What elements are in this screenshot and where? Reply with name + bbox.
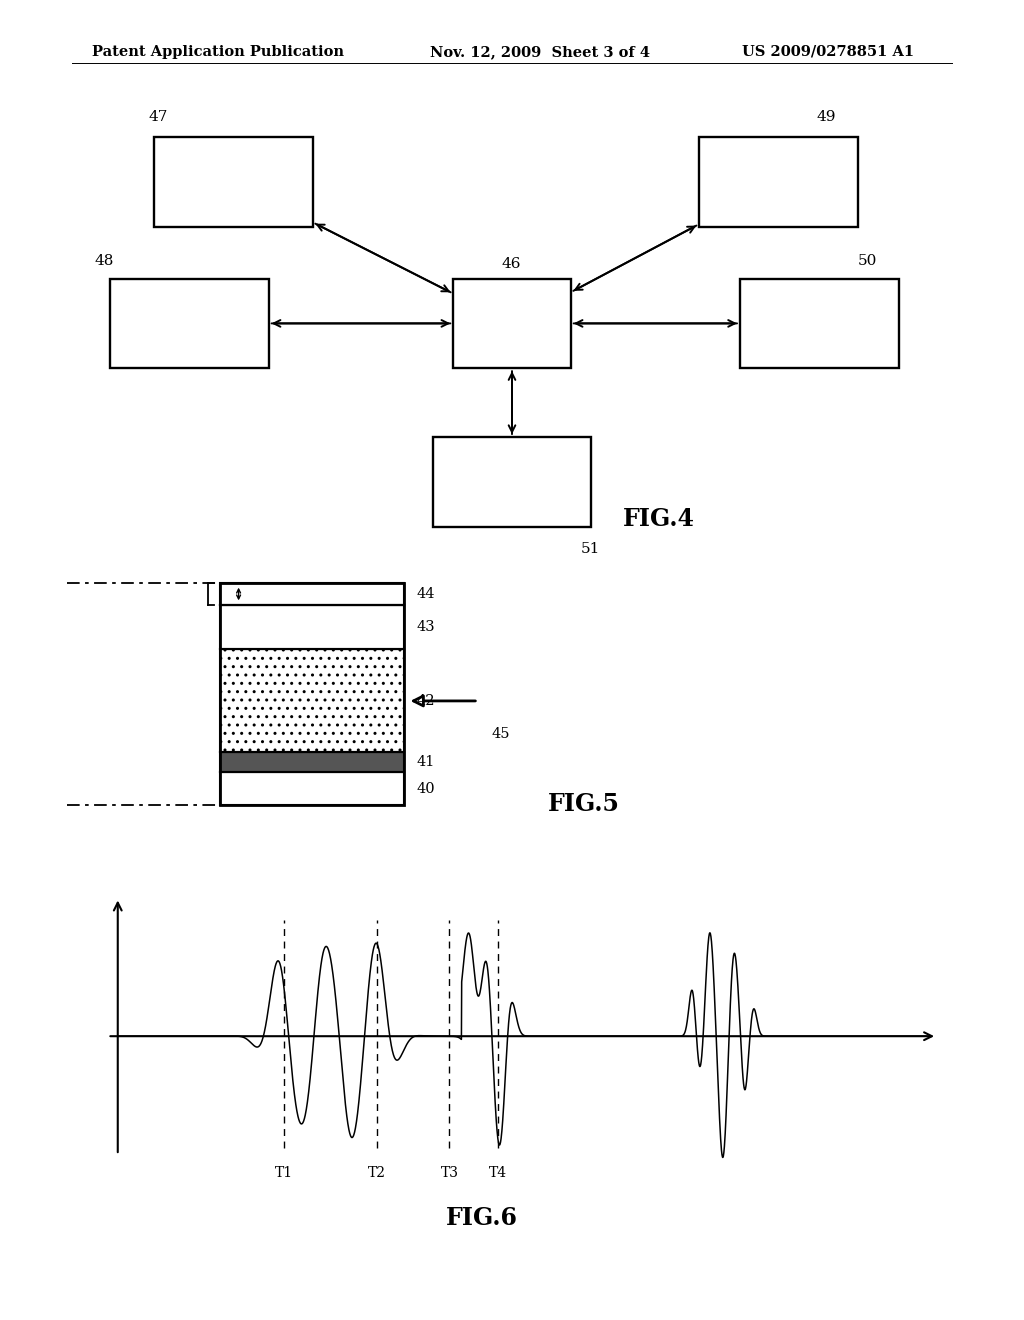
Text: 42: 42 bbox=[417, 694, 435, 708]
Text: 46: 46 bbox=[502, 256, 521, 271]
Text: 45: 45 bbox=[492, 727, 510, 741]
Text: FIG.4: FIG.4 bbox=[623, 507, 694, 531]
Bar bbox=[220, 772, 404, 805]
Text: 41: 41 bbox=[417, 755, 435, 770]
Bar bbox=[220, 605, 404, 649]
Text: 51: 51 bbox=[582, 541, 600, 556]
Bar bbox=[220, 752, 404, 772]
Text: T3: T3 bbox=[440, 1166, 459, 1180]
Text: Patent Application Publication: Patent Application Publication bbox=[92, 45, 344, 59]
Text: FIG.5: FIG.5 bbox=[548, 792, 620, 816]
Text: 44: 44 bbox=[417, 587, 435, 601]
Bar bbox=[220, 649, 404, 752]
Bar bbox=[432, 437, 592, 527]
Bar bbox=[111, 279, 268, 368]
Text: 47: 47 bbox=[150, 110, 168, 124]
Text: T1: T1 bbox=[274, 1166, 293, 1180]
Text: 50: 50 bbox=[858, 253, 877, 268]
Bar bbox=[220, 583, 404, 605]
Text: 43: 43 bbox=[417, 620, 435, 634]
Bar bbox=[453, 279, 571, 368]
Text: Nov. 12, 2009  Sheet 3 of 4: Nov. 12, 2009 Sheet 3 of 4 bbox=[430, 45, 650, 59]
Text: T2: T2 bbox=[368, 1166, 386, 1180]
Bar bbox=[739, 279, 899, 368]
Bar bbox=[220, 583, 404, 805]
Text: T4: T4 bbox=[488, 1166, 507, 1180]
Text: 40: 40 bbox=[417, 781, 435, 796]
Text: 49: 49 bbox=[817, 110, 837, 124]
Bar bbox=[155, 137, 313, 227]
Text: US 2009/0278851 A1: US 2009/0278851 A1 bbox=[742, 45, 914, 59]
Bar bbox=[698, 137, 858, 227]
Text: FIG.6: FIG.6 bbox=[445, 1206, 517, 1230]
Text: 48: 48 bbox=[94, 253, 114, 268]
